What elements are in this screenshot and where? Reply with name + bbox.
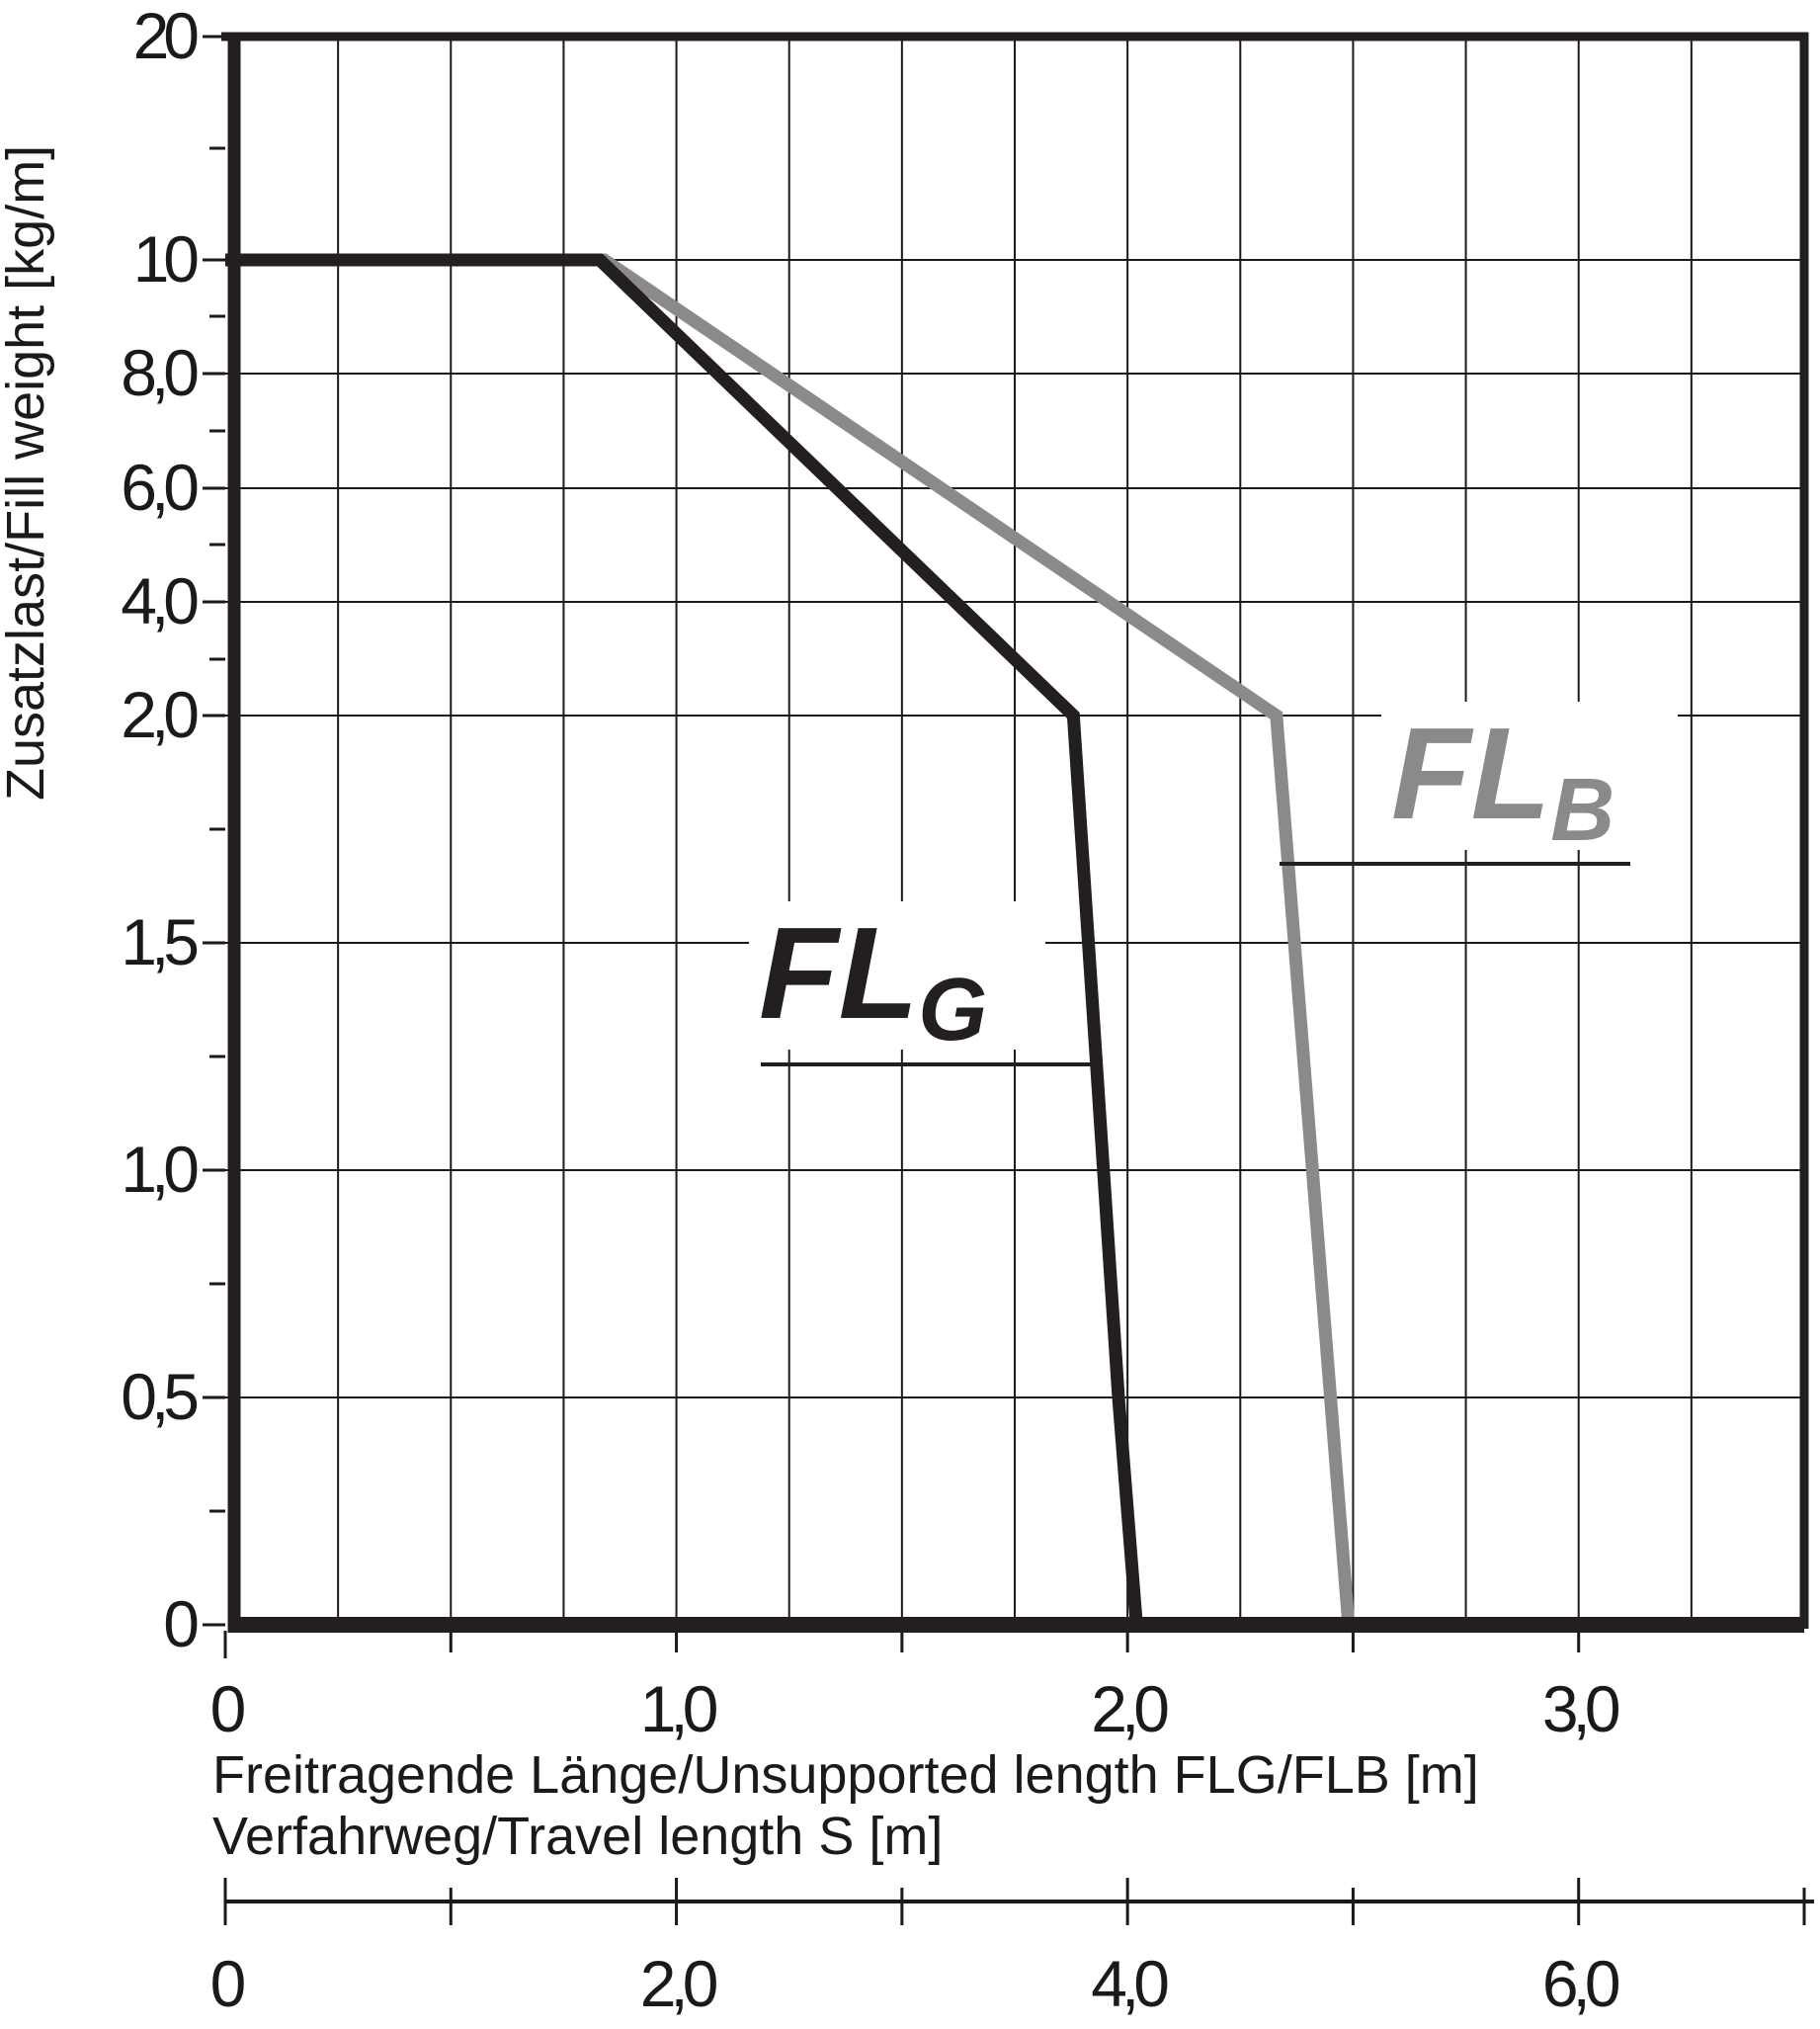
series-label-group-flb: FLB [1280,701,1678,866]
y-tick-label: 1,5 [121,905,197,978]
y-tick-label: 0 [163,1587,198,1660]
series-label-subscript: G [918,961,987,1059]
x-axis-title: Freitragende Länge/Unsupported length FL… [212,1745,1479,1805]
series-label-group-flg: FLG [749,900,1095,1066]
x2-tick-label: 2,0 [640,1947,717,2020]
x-tick-label: 1,0 [640,1672,717,1745]
y-tick-label: 4,0 [121,564,198,637]
y-tick-label: 0,5 [121,1360,197,1433]
series-label-subscript: B [1550,761,1614,860]
x-tick-label: 0 [210,1672,245,1745]
series-line-flg [225,253,1143,1626]
y-tick-label: 20 [133,0,199,72]
x-tick-label: 2,0 [1091,1672,1168,1745]
series-label-main: FL [1391,701,1550,846]
y-tick-label: 1,0 [121,1133,198,1206]
x2-tick-label: 4,0 [1091,1947,1168,2020]
series-label-bg [1381,702,1678,850]
y-tick-label: 8,0 [121,336,198,409]
x2-tick-label: 6,0 [1542,1947,1619,2020]
series-label-flb: FLB [1391,701,1614,860]
y-tick-label: 6,0 [121,451,198,524]
series-label-flg: FLG [759,900,987,1059]
y-axis-title: Zusatzlast/Fill weight [kg/m] [0,145,55,801]
y-tick-label: 10 [133,222,199,296]
series-label-main: FL [759,900,918,1046]
x2-tick-label: 0 [210,1947,245,2020]
series-label-bg [749,901,1045,1050]
x2-axis-title: Verfahrweg/Travel length S [m] [212,1807,943,1866]
x-tick-label: 3,0 [1542,1672,1619,1745]
y-tick-label: 2,0 [121,678,198,751]
